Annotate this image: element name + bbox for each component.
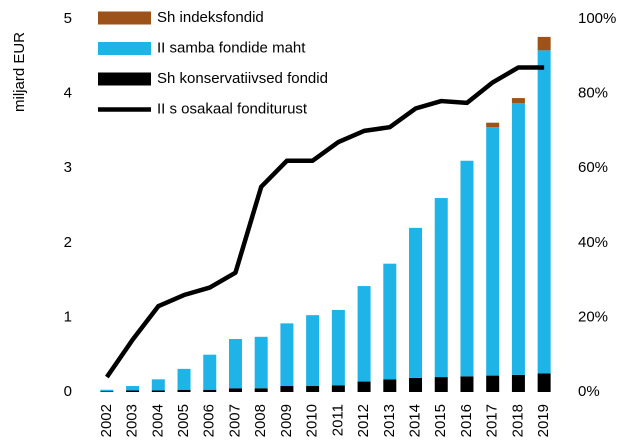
line	[105, 65, 545, 379]
bar-segment	[331, 309, 345, 386]
bar-segment	[383, 379, 397, 392]
y2-tick-label: 20%	[578, 308, 608, 325]
legend-swatch	[98, 72, 151, 86]
x-tick-label: 2018	[509, 404, 526, 437]
bar-segment	[306, 315, 320, 387]
bar-segment	[100, 389, 114, 392]
y2-tick-label: 80%	[578, 85, 608, 102]
bar-segment	[434, 198, 448, 378]
bar-segment	[331, 385, 345, 392]
legend-label: II s osakaal fonditurust	[157, 100, 308, 117]
bar-segment	[254, 388, 268, 392]
bar-segment	[151, 390, 165, 392]
x-tick-label: 2014	[406, 404, 423, 437]
x-tick-label: 2016	[458, 404, 475, 437]
legend-swatch	[98, 11, 151, 25]
x-tick-label: 2019	[535, 404, 552, 437]
bar-segment	[254, 336, 268, 389]
x-tick-label: 2005	[175, 404, 192, 437]
x-tick-label: 2002	[98, 404, 115, 437]
bar-segment	[357, 286, 371, 382]
bar-segment	[486, 375, 500, 392]
bar-segment	[126, 386, 140, 391]
x-tick-label: 2009	[278, 404, 295, 437]
x-tick-label: 2015	[432, 404, 449, 437]
bar-segment	[177, 368, 191, 390]
y-axis-title: miljard EUR	[11, 32, 28, 112]
bar-segment	[203, 389, 217, 392]
x-tick-label: 2004	[149, 404, 166, 437]
bar-segment	[511, 374, 525, 392]
y-tick-label: 2	[64, 234, 72, 251]
bar-segment	[228, 339, 242, 389]
bar-segment	[409, 227, 423, 378]
bar-segment	[409, 377, 423, 392]
bar-segment	[434, 377, 448, 392]
bar-segment	[280, 386, 294, 392]
bar-segment	[511, 98, 525, 104]
bar-segment	[228, 388, 242, 392]
bar-segment	[486, 122, 500, 128]
legend-label: II samba fondide maht	[157, 39, 306, 56]
bar-segment	[177, 389, 191, 392]
bar-segment	[511, 103, 525, 375]
y-tick-label: 4	[64, 85, 72, 102]
y-tick-label: 5	[64, 10, 72, 27]
y2-tick-label: 0%	[578, 383, 600, 400]
bar-segment	[537, 373, 551, 392]
legend-label: Sh konservatiivsed fondid	[157, 70, 328, 87]
x-tick-label: 2008	[252, 404, 269, 437]
legend-swatch	[98, 42, 151, 55]
x-tick-label: 2006	[201, 404, 218, 437]
x-tick-label: 2003	[124, 404, 141, 437]
y2-tick-label: 100%	[578, 10, 616, 27]
bar-segment	[151, 379, 165, 391]
bar-segment	[460, 376, 474, 392]
bar-segment	[306, 386, 320, 392]
bar-segment	[486, 127, 500, 376]
bar-segment	[537, 50, 551, 374]
legend-label: Sh indeksfondid	[157, 9, 264, 26]
y2-tick-label: 60%	[578, 159, 608, 176]
y-tick-label: 0	[64, 383, 72, 400]
x-tick-label: 2017	[484, 404, 501, 437]
y-tick-label: 1	[64, 308, 72, 325]
x-tick-label: 2011	[329, 404, 346, 436]
x-tick-label: 2007	[226, 404, 243, 437]
x-tick-label: 2013	[381, 404, 398, 437]
bar-segment	[100, 391, 114, 392]
bar-segment	[203, 354, 217, 390]
bar-segment	[357, 381, 371, 392]
bar-segment	[537, 36, 551, 51]
y2-tick-label: 40%	[578, 234, 608, 251]
x-tick-label: 2010	[304, 404, 321, 437]
bar-segment	[383, 263, 397, 380]
y-tick-label: 3	[64, 159, 72, 176]
bar-segment	[126, 390, 140, 392]
bar-segment	[280, 323, 294, 387]
bar-segment	[460, 160, 474, 377]
x-tick-label: 2012	[355, 404, 372, 437]
